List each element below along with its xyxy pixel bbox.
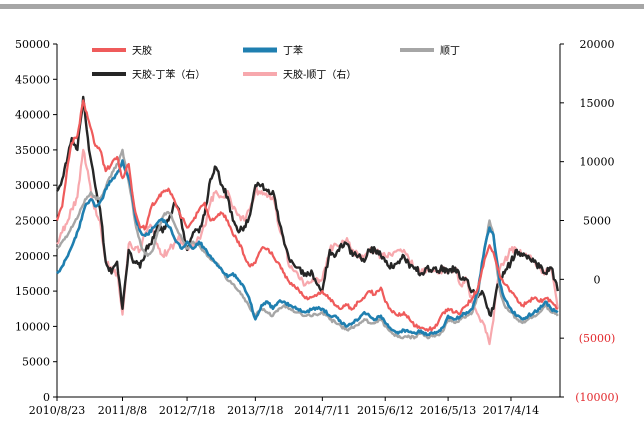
legend-label-shunding: 顺丁 (440, 45, 460, 57)
y-tick-label: 40000 (15, 109, 50, 122)
y-tick-label: 35000 (15, 144, 50, 157)
x-tick-label: 2014/7/11 (294, 404, 350, 417)
series-line-shunding (56, 148, 559, 340)
axes: 0 5000 10000 15000 20000 25000 30000 35000 40000… (15, 38, 619, 417)
x-tick-label: 2016/5/13 (420, 404, 476, 417)
series-line-tj_sd (56, 148, 559, 346)
y-tick-label: 25000 (15, 215, 50, 228)
top-rule (0, 4, 644, 9)
x-tick-label: 2011/8/8 (98, 404, 147, 417)
y-tick-label: 0 (43, 391, 50, 404)
y-tick-label: 20000 (15, 250, 50, 263)
series-line-tj_db (56, 95, 559, 317)
legend-label-tj_sd: 天胶-顺丁（右） (283, 68, 356, 81)
y-tick-label: 30000 (15, 179, 50, 192)
series-line-tianjiao (55, 99, 559, 332)
series-layer (55, 95, 559, 346)
y-tick-label: 45000 (15, 73, 50, 86)
x-tick-label: 2013/7/18 (227, 404, 283, 417)
x-tick-label: 2010/8/23 (29, 404, 85, 417)
y2-tick-label: (10000) (575, 391, 619, 404)
x-tick-label: 2015/6/12 (357, 404, 413, 417)
legend-label-dingben: 丁苯 (283, 44, 303, 57)
y2-tick-label: 20000 (580, 38, 615, 51)
y-tick-label: 10000 (15, 320, 50, 333)
y-tick-label: 15000 (15, 285, 50, 298)
legend-label-tj_db: 天胶-丁苯（右） (132, 68, 205, 81)
y-tick-label: 5000 (22, 356, 50, 369)
y2-tick-label: 15000 (580, 97, 615, 110)
y2-tick-label: 5000 (583, 215, 611, 228)
y2-tick-label: (5000) (579, 332, 616, 345)
y2-tick-label: 10000 (580, 156, 615, 169)
legend-label-tianjiao: 天胶 (132, 44, 152, 57)
x-tick-label: 2017/4/14 (483, 404, 539, 417)
y2-tick-label: 0 (594, 273, 601, 286)
y-tick-label: 50000 (15, 38, 50, 51)
x-tick-label: 2012/7/18 (159, 404, 215, 417)
series-line-dingben (55, 159, 559, 337)
